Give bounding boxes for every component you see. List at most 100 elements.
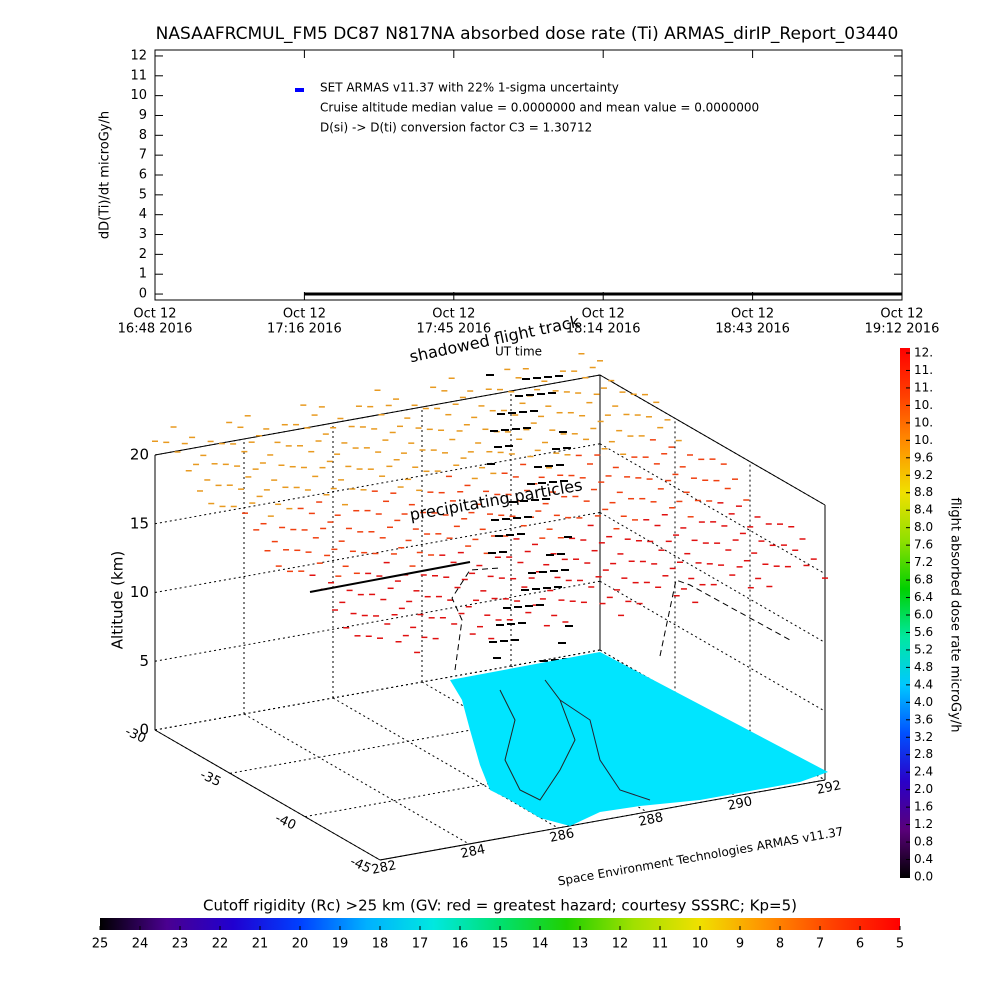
colorbar-tick-label: 5.6 [914,625,933,639]
x-tick-label: 18:43 2016 [715,322,790,337]
x-tick-label: 290 [726,794,753,814]
flight-track [309,561,471,593]
x-tick-label: 17:16 2016 [267,322,342,337]
grid-line [154,512,601,593]
y-tick-label: 4 [139,207,147,222]
y-tick-label: 7 [139,148,147,163]
colorbar-tick-label: 7.6 [914,538,933,552]
colorbar-tick-label: 2.4 [914,765,933,779]
x-tick-label: 19:12 2016 [865,322,940,337]
colorbar-tick-label: 3.6 [914,712,933,726]
grid-line [332,697,559,829]
colorbar-tick-label: 2.0 [914,782,933,796]
y-tick-label: 10 [130,88,147,103]
colorbar-tick-label: 6.4 [914,590,933,604]
x-tick-label: Oct 12 [432,307,475,322]
grid-line [599,512,826,643]
contour [559,699,651,801]
colorbar-tick-label: 13 [572,937,589,952]
colorbar-tick-label: 9.6 [914,450,933,464]
colorbar-tick-label: 14 [532,937,549,952]
colorbar [900,348,910,878]
y-tick-label: -40 [273,811,299,834]
colorbar-tick-label: 16 [452,937,469,952]
colorbar-tick-label: 12. [914,346,933,360]
y-tick-label: 5 [139,187,147,202]
x-tick-label: Oct 12 [880,307,923,322]
y-tick-label: 8 [139,128,147,143]
flight-track-shadow [451,567,501,671]
colorbar-tick-label: 6.8 [914,573,933,587]
y-tick-label: -45 [348,854,374,877]
y-tick-label: 12 [130,48,147,63]
colorbar-tick-label: 10. [914,415,933,429]
colorbar-tick-label: 25 [92,937,109,952]
colorbar-tick-label: 4.4 [914,677,933,691]
colorbar-tick-label: 11 [652,937,669,952]
grid-line [154,649,601,731]
colorbar-tick-label: 11. [914,363,933,377]
colorbar-tick-label: 21 [252,937,269,952]
colorbar-title: flight absorbed dose rate microGy/h [948,498,963,733]
colorbar-tick-label: 10. [914,398,933,412]
x-tick-label: 16:48 2016 [118,322,193,337]
colorbar-title: Cutoff rigidity (Rc) >25 km (GV: red = g… [203,897,797,915]
axis-line [379,779,826,861]
colorbar-tick-label: 10. [914,433,933,447]
x-tick-label: 18:14 2016 [566,322,641,337]
x-tick-label: 292 [815,778,842,798]
colorbar-tick-label: 8.8 [914,485,933,499]
annotation: Cruise altitude median value = 0.0000000… [320,101,759,115]
colorbar-tick-label: 23 [172,937,189,952]
colorbar-tick-label: 8.4 [914,503,933,517]
colorbar-tick-label: 18 [372,937,389,952]
colorbar-tick-label: 1.6 [914,800,933,814]
colorbar-tick-label: 4.0 [914,695,933,709]
colorbar-tick-label: 20 [292,937,309,952]
annotation: D(si) -> D(ti) conversion factor C3 = 1.… [320,121,592,135]
x-tick-label: 282 [370,858,397,878]
legend-label: SET ARMAS v11.37 with 22% 1-sigma uncert… [320,81,619,95]
y-axis-label: dD(Ti)/dt microGy/h [98,111,113,239]
colorbar-tick-label: 12 [612,937,629,952]
colorbar-tick-label: 0.0 [914,870,933,884]
annotation: UT time [495,345,542,359]
axis-line [154,374,601,456]
grid-line [154,443,601,525]
colorbar-tick-label: 3.2 [914,730,933,744]
colorbar-tick-label: 5.2 [914,642,933,656]
contour [499,679,576,801]
colorbar-tick-label: 4.8 [914,660,933,674]
colorbar-tick-label: 9.2 [914,468,933,482]
z-tick-label: 10 [130,583,149,601]
y-tick-label: 1 [139,267,147,282]
flight-track-shadow [659,579,791,657]
y-tick-label: 2 [139,247,147,262]
colorbar-tick-label: 19 [332,937,349,952]
z-axis-label: Altitude (km) [109,551,127,649]
colorbar-tick-label: 10 [692,937,709,952]
axis-line [599,374,826,506]
y-tick-label: 6 [139,168,147,183]
colorbar-tick-label: 11. [914,380,933,394]
colorbar-tick-label: 1.2 [914,817,933,831]
x-tick-label: 288 [637,810,664,830]
annotation: Space Environment Technologies ARMAS v11… [557,824,845,888]
y-tick-label: 0 [139,287,147,302]
colorbar-tick-label: 0.4 [914,852,933,866]
y-tick-label: -35 [198,768,224,791]
x-tick-label: 286 [548,826,575,846]
colorbar-tick-label: 17 [412,937,429,952]
axis-line [154,729,381,861]
z-tick-label: 20 [130,446,149,464]
y-tick-label: 11 [130,68,147,83]
x-tick-label: 284 [459,842,486,862]
chart-title: NASAAFRCMUL_FM5 DC87 N817NA absorbed dos… [156,24,899,44]
colorbar-tick-label: 22 [212,937,229,952]
grid-line [243,713,470,845]
grid-line [599,443,826,575]
x-tick-label: Oct 12 [582,307,625,322]
colorbar-tick-label: 6 [856,937,864,952]
